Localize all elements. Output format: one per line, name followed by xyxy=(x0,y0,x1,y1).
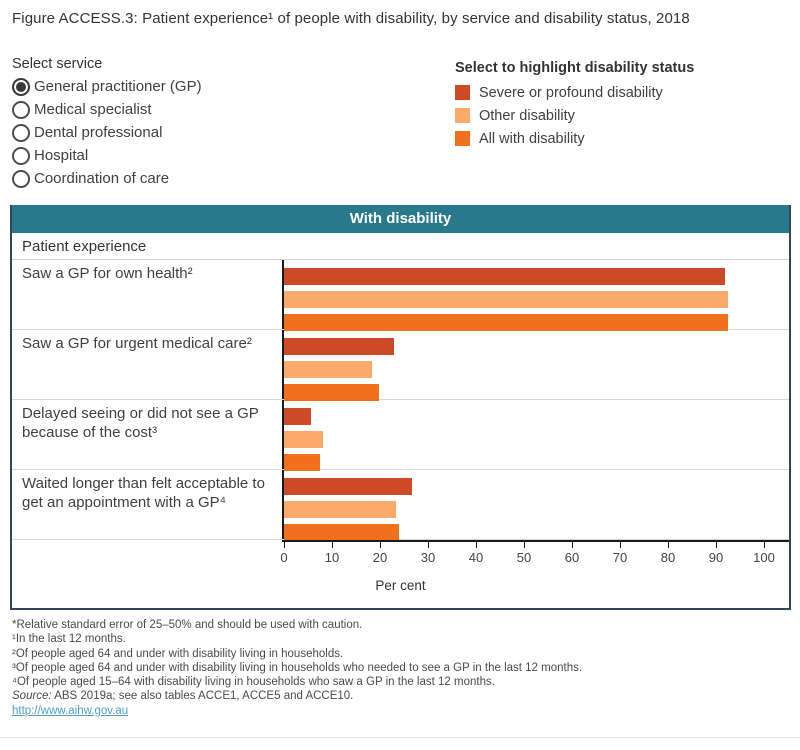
chart-row: Delayed seeing or did not see a GP becau… xyxy=(12,400,789,471)
category-label: Saw a GP for own health² xyxy=(22,265,193,282)
category-label: Delayed seeing or did not see a GP becau… xyxy=(22,405,259,441)
footnote-line: ³Of people aged 64 and under with disabi… xyxy=(12,661,583,674)
chart-row: Saw a GP for urgent medical care² xyxy=(12,330,789,401)
x-axis-line xyxy=(282,540,789,542)
footnotes: *Relative standard error of 25–50% and s… xyxy=(12,618,582,718)
page-title: Figure ACCESS.3: Patient experience¹ of … xyxy=(12,10,690,27)
radio-option-general-practitioner-gp[interactable]: General practitioner (GP) xyxy=(12,75,442,98)
x-axis-tick-label: 30 xyxy=(420,550,436,565)
x-axis-tick-label: 60 xyxy=(564,550,580,565)
radio-option-hospital[interactable]: Hospital xyxy=(12,144,442,167)
footnote-line: ¹In the last 12 months. xyxy=(12,633,126,646)
bar-other-disability[interactable] xyxy=(284,361,372,378)
radio-unselected-icon[interactable] xyxy=(12,169,30,188)
radio-option-label: General practitioner (GP) xyxy=(34,78,202,95)
source-label: Source: xyxy=(12,690,52,703)
radio-option-label: Medical specialist xyxy=(34,101,152,118)
bar-severe-or-profound-disability[interactable] xyxy=(284,408,312,425)
bar-severe-or-profound-disability[interactable] xyxy=(284,268,725,285)
category-label: Waited longer than felt acceptable to ge… xyxy=(22,475,265,511)
x-axis-tick xyxy=(284,542,285,548)
x-axis-tick xyxy=(332,542,333,548)
x-axis: 0 10 20 30 40 50 60 70 80 90 100 Per cent xyxy=(12,540,789,608)
legend-item-label: Other disability xyxy=(479,107,575,124)
x-axis-tick xyxy=(620,542,621,548)
bar-other-disability[interactable] xyxy=(284,501,396,518)
legend-item-label: Severe or profound disability xyxy=(479,84,663,101)
x-axis-tick-label: 90 xyxy=(708,550,724,565)
bar-all-with-disability[interactable] xyxy=(284,384,379,401)
radio-unselected-icon[interactable] xyxy=(12,123,30,142)
legend-item-all-with-disability[interactable]: All with disability xyxy=(455,127,694,150)
bar-all-with-disability[interactable] xyxy=(284,524,399,541)
bar-all-with-disability[interactable] xyxy=(284,454,320,471)
x-axis-tick xyxy=(668,542,669,548)
source-line: Source: ABS 2019a; see also tables ACCE1… xyxy=(12,689,582,703)
category-label: Saw a GP for urgent medical care² xyxy=(22,335,252,352)
footnote-line: ⁴Of people aged 15–64 with disability li… xyxy=(12,676,495,689)
radio-unselected-icon[interactable] xyxy=(12,146,30,165)
x-axis-tick-label: 100 xyxy=(753,550,775,565)
chart-row: Waited longer than felt acceptable to ge… xyxy=(12,470,789,541)
chart-rows: Saw a GP for own health² Saw a GP for urg… xyxy=(12,260,789,541)
x-axis-tick-label: 50 xyxy=(516,550,532,565)
chart-row: Saw a GP for own health² xyxy=(12,260,789,331)
radio-option-dental-professional[interactable]: Dental professional xyxy=(12,121,442,144)
legend-items: Severe or profound disability Other disab… xyxy=(455,81,694,150)
bottom-divider xyxy=(0,737,800,738)
chart-container: With disability Patient experience Saw a… xyxy=(10,205,791,610)
radio-option-label: Hospital xyxy=(34,147,89,164)
radio-option-label: Dental professional xyxy=(34,124,163,141)
legend-swatch-icon xyxy=(455,131,470,146)
source-text: ABS 2019a; see also tables ACCE1, ACCE5 … xyxy=(51,690,354,703)
bar-other-disability[interactable] xyxy=(284,431,323,448)
x-axis-tick xyxy=(476,542,477,548)
footnote-lines: *Relative standard error of 25–50% and s… xyxy=(12,618,582,689)
radio-option-label: Coordination of care xyxy=(34,170,170,187)
x-axis-tick xyxy=(428,542,429,548)
legend-swatch-icon xyxy=(455,85,470,100)
radio-group-options: General practitioner (GP) Medical special… xyxy=(12,75,442,190)
legend-title: Select to highlight disability status xyxy=(455,60,695,76)
x-axis-tick xyxy=(524,542,525,548)
x-axis-title: Per cent xyxy=(375,578,426,593)
controls-row: Select service General practitioner (GP)… xyxy=(12,56,788,190)
x-axis-tick-label: 10 xyxy=(324,550,340,565)
bar-other-disability[interactable] xyxy=(284,291,728,308)
service-selector-label: Select service xyxy=(12,56,103,72)
legend-item-other-disability[interactable]: Other disability xyxy=(455,104,694,127)
category-plot-area xyxy=(282,470,789,541)
legend-swatch-icon xyxy=(455,108,470,123)
footnote-line: ²Of people aged 64 and under with disabi… xyxy=(12,647,344,660)
legend-item-severe-or-profound-disability[interactable]: Severe or profound disability xyxy=(455,81,694,104)
service-selector: Select service General practitioner (GP)… xyxy=(12,56,442,190)
radio-option-coordination-of-care[interactable]: Coordination of care xyxy=(12,167,442,190)
radio-unselected-icon[interactable] xyxy=(12,100,30,119)
x-axis-tick xyxy=(764,542,765,548)
radio-option-medical-specialist[interactable]: Medical specialist xyxy=(12,98,442,121)
category-plot-area xyxy=(282,400,789,471)
legend-item-label: All with disability xyxy=(479,130,585,147)
x-axis-tick xyxy=(380,542,381,548)
aihw-link[interactable]: http://www.aihw.gov.au xyxy=(12,704,129,717)
bar-severe-or-profound-disability[interactable] xyxy=(284,338,394,355)
x-axis-tick xyxy=(572,542,573,548)
x-axis-tick-label: 80 xyxy=(660,550,676,565)
category-plot-area xyxy=(282,330,789,401)
bar-severe-or-profound-disability[interactable] xyxy=(284,478,412,495)
patient-experience-header: Patient experience xyxy=(12,233,789,260)
radio-selected-icon[interactable] xyxy=(12,77,30,96)
footnote-line: *Relative standard error of 25–50% and s… xyxy=(12,619,363,631)
x-axis-tick-label: 0 xyxy=(280,550,288,565)
category-plot-area xyxy=(282,260,789,331)
x-axis-tick-label: 20 xyxy=(372,550,388,565)
chart-header: With disability xyxy=(12,205,789,233)
x-axis-tick-label: 70 xyxy=(612,550,628,565)
bar-all-with-disability[interactable] xyxy=(284,314,728,331)
x-axis-tick-label: 40 xyxy=(468,550,484,565)
disability-status-legend: Select to highlight disability status Se… xyxy=(455,56,694,190)
x-axis-tick xyxy=(716,542,717,548)
